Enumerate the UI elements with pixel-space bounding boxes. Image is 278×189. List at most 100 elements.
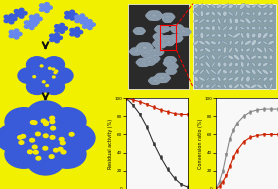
Ellipse shape: [223, 84, 227, 89]
Circle shape: [14, 29, 19, 33]
Circle shape: [5, 108, 43, 136]
Circle shape: [147, 54, 153, 58]
Ellipse shape: [193, 11, 199, 16]
Circle shape: [139, 28, 143, 30]
Circle shape: [154, 36, 158, 39]
Ellipse shape: [270, 83, 272, 90]
Circle shape: [74, 30, 78, 34]
Circle shape: [169, 19, 173, 21]
Ellipse shape: [206, 4, 210, 8]
Circle shape: [13, 17, 17, 21]
Circle shape: [162, 13, 174, 21]
Circle shape: [163, 28, 167, 31]
Circle shape: [148, 11, 155, 15]
Ellipse shape: [210, 41, 216, 45]
Circle shape: [156, 35, 160, 37]
Ellipse shape: [239, 19, 245, 23]
Circle shape: [155, 28, 159, 31]
Ellipse shape: [211, 34, 216, 37]
Circle shape: [59, 137, 64, 141]
Circle shape: [155, 74, 170, 82]
Ellipse shape: [223, 62, 227, 67]
Circle shape: [27, 101, 64, 129]
Circle shape: [18, 136, 23, 139]
Circle shape: [178, 37, 183, 40]
Circle shape: [83, 17, 88, 21]
Circle shape: [160, 51, 164, 53]
Circle shape: [173, 70, 177, 72]
Circle shape: [165, 60, 169, 62]
Circle shape: [162, 41, 167, 43]
Circle shape: [78, 30, 83, 34]
Circle shape: [131, 52, 136, 55]
Circle shape: [152, 54, 158, 58]
Circle shape: [63, 27, 68, 30]
Circle shape: [29, 20, 34, 23]
Circle shape: [49, 155, 54, 158]
Ellipse shape: [205, 77, 210, 81]
Circle shape: [18, 68, 39, 83]
Ellipse shape: [222, 26, 227, 31]
Circle shape: [154, 34, 163, 40]
Circle shape: [50, 34, 54, 37]
Ellipse shape: [212, 62, 215, 67]
Ellipse shape: [241, 69, 244, 75]
Circle shape: [155, 34, 158, 36]
Circle shape: [28, 23, 33, 26]
Ellipse shape: [223, 11, 227, 16]
Ellipse shape: [235, 5, 237, 8]
FancyBboxPatch shape: [128, 4, 188, 89]
Ellipse shape: [229, 18, 232, 24]
Ellipse shape: [244, 40, 252, 45]
Circle shape: [141, 49, 156, 57]
Ellipse shape: [206, 19, 210, 22]
Circle shape: [148, 79, 153, 82]
Circle shape: [164, 76, 170, 80]
Circle shape: [169, 63, 173, 66]
Ellipse shape: [194, 85, 198, 88]
Circle shape: [44, 57, 64, 72]
Circle shape: [143, 49, 149, 52]
Ellipse shape: [210, 69, 217, 74]
Ellipse shape: [206, 69, 210, 75]
Ellipse shape: [229, 70, 232, 74]
Ellipse shape: [263, 77, 267, 81]
Circle shape: [154, 11, 160, 15]
Ellipse shape: [206, 85, 210, 88]
Circle shape: [154, 53, 158, 55]
Circle shape: [184, 28, 189, 31]
Circle shape: [39, 4, 44, 7]
Circle shape: [164, 60, 174, 66]
Ellipse shape: [263, 55, 268, 59]
FancyBboxPatch shape: [193, 4, 277, 89]
Ellipse shape: [252, 77, 255, 81]
Circle shape: [161, 36, 174, 43]
Circle shape: [171, 68, 175, 70]
Circle shape: [172, 25, 178, 28]
Circle shape: [157, 74, 163, 77]
Circle shape: [162, 15, 166, 19]
Circle shape: [19, 8, 24, 12]
Circle shape: [70, 10, 75, 14]
Ellipse shape: [200, 84, 203, 89]
Ellipse shape: [221, 4, 229, 9]
Ellipse shape: [269, 48, 273, 52]
Ellipse shape: [193, 69, 199, 74]
Ellipse shape: [224, 19, 226, 23]
Circle shape: [83, 21, 87, 24]
Circle shape: [32, 121, 37, 125]
Circle shape: [151, 81, 155, 84]
Circle shape: [162, 29, 165, 32]
Circle shape: [143, 63, 148, 66]
Circle shape: [33, 23, 37, 26]
Circle shape: [146, 14, 152, 17]
Ellipse shape: [269, 55, 273, 60]
Circle shape: [50, 136, 55, 139]
Circle shape: [180, 33, 185, 36]
Circle shape: [160, 38, 165, 41]
Circle shape: [162, 74, 168, 77]
Ellipse shape: [211, 5, 215, 8]
Ellipse shape: [269, 70, 273, 73]
Circle shape: [155, 26, 167, 33]
Circle shape: [21, 135, 26, 138]
